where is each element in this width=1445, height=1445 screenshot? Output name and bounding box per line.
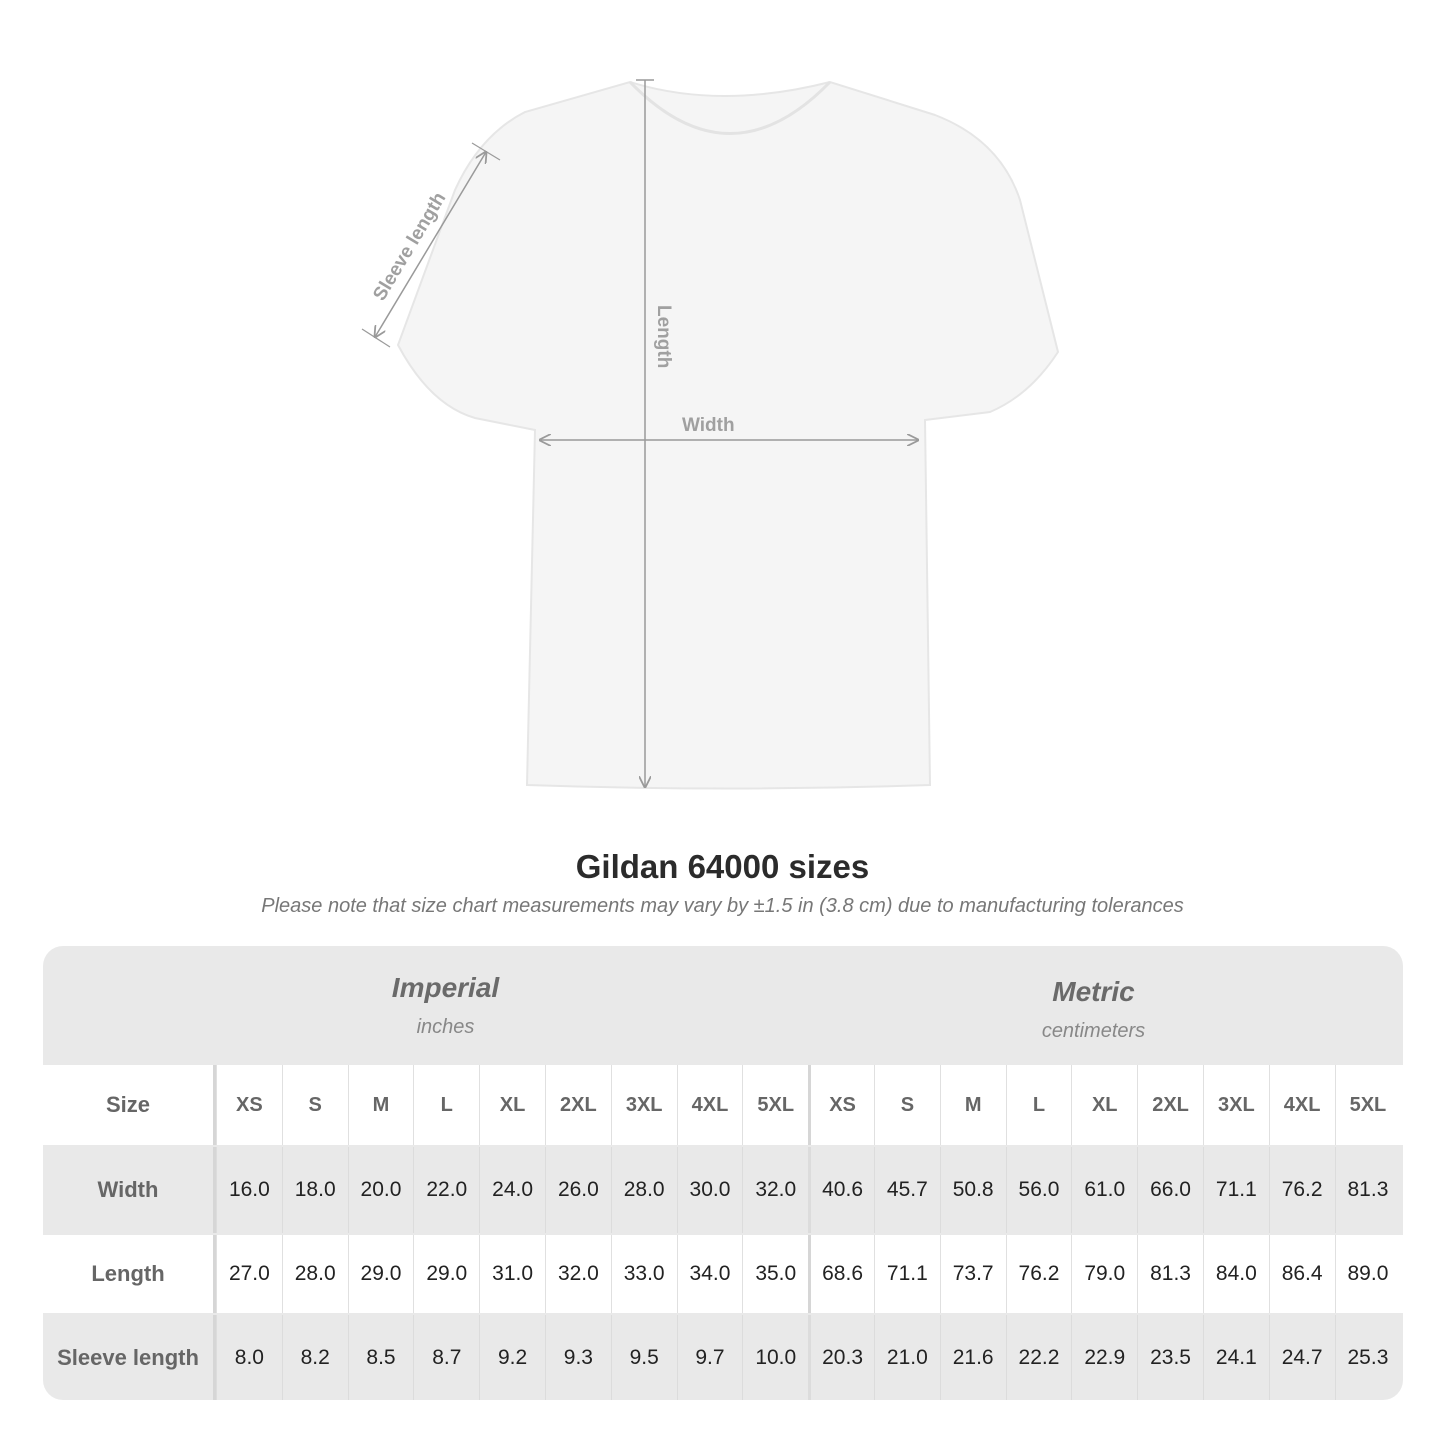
value-cell: 20.0 <box>347 1147 414 1233</box>
table-row: Width 16.0 18.0 20.0 22.0 24.0 26.0 28.0 30.0 32.… <box>43 1147 1403 1233</box>
value-cell: 84.0 <box>1202 1235 1269 1313</box>
value-cell: 76.2 <box>1005 1235 1072 1313</box>
value-cell: 24.0 <box>479 1147 545 1233</box>
value-cell: 32.0 <box>544 1235 611 1313</box>
value-cell: 18.0 <box>281 1147 348 1233</box>
value-cell: 86.4 <box>1268 1235 1335 1313</box>
value-cell: 28.0 <box>610 1147 677 1233</box>
width-label: Width <box>682 415 735 436</box>
size-header-cell: L <box>413 1065 479 1145</box>
length-label: Length <box>653 305 674 368</box>
size-header-cell: S <box>281 1065 348 1145</box>
value-cell: 10.0 <box>742 1315 808 1400</box>
value-cell: 22.2 <box>1005 1315 1072 1400</box>
value-cell: 56.0 <box>1005 1147 1072 1233</box>
value-cell: 33.0 <box>610 1235 677 1313</box>
size-header-cell: XL <box>1071 1065 1137 1145</box>
size-header-cell: 5XL <box>1334 1065 1401 1145</box>
page-title: Gildan 64000 sizes <box>575 848 870 885</box>
value-cell: 76.2 <box>1268 1147 1335 1233</box>
imperial-unit: inches <box>416 1016 475 1038</box>
value-cell: 34.0 <box>676 1235 743 1313</box>
value-cell: 26.0 <box>544 1147 611 1233</box>
size-header-cell: XL <box>479 1065 545 1145</box>
value-cell: 31.0 <box>479 1235 545 1313</box>
table-row: Length 27.0 28.0 29.0 29.0 31.0 32.0 33.0 34.0 35… <box>43 1235 1403 1313</box>
imperial-title: Imperial <box>391 972 500 1003</box>
value-cell: 22.0 <box>413 1147 479 1233</box>
size-header-row: Size XS S M L XL 2XL 3XL 4XL 5XL XS S M L XL 2XL 3XL 4XL 5… <box>43 1065 1403 1145</box>
value-cell: 25.3 <box>1334 1315 1401 1400</box>
value-cell: 27.0 <box>216 1235 282 1313</box>
size-header-cell: 4XL <box>676 1065 743 1145</box>
value-cell: 8.5 <box>347 1315 414 1400</box>
value-cell: 8.2 <box>281 1315 348 1400</box>
size-header-cell: 5XL <box>742 1065 808 1145</box>
row-label: Sleeve length <box>43 1315 216 1400</box>
value-cell: 81.3 <box>1137 1235 1203 1313</box>
table-row: Sleeve length 8.0 8.2 8.5 8.7 9.2 9.3 9.5 9.7 10.… <box>43 1315 1403 1400</box>
value-cell: 45.7 <box>873 1147 940 1233</box>
size-header-cell: 3XL <box>1202 1065 1269 1145</box>
size-header-cell: L <box>1005 1065 1072 1145</box>
imperial-header: Imperial inches <box>323 972 568 1039</box>
metric-unit: centimeters <box>1041 1020 1146 1042</box>
value-cell: 9.7 <box>676 1315 743 1400</box>
size-header-cell: 3XL <box>610 1065 677 1145</box>
value-cell: 66.0 <box>1137 1147 1203 1233</box>
size-header-cell: M <box>939 1065 1006 1145</box>
value-cell: 9.2 <box>479 1315 545 1400</box>
row-label: Size <box>43 1065 216 1145</box>
value-cell: 61.0 <box>1071 1147 1137 1233</box>
value-cell: 40.6 <box>808 1147 874 1233</box>
tshirt-diagram: Sleeve length Length Width <box>361 79 1060 790</box>
value-cell: 24.1 <box>1202 1315 1269 1400</box>
tolerance-note: Please note that size chart measurements… <box>261 895 1184 917</box>
value-cell: 21.0 <box>873 1315 940 1400</box>
size-header-cell: XS <box>808 1065 874 1145</box>
value-cell: 89.0 <box>1334 1235 1401 1313</box>
size-header-cell: 2XL <box>1137 1065 1203 1145</box>
size-header-cell: S <box>873 1065 940 1145</box>
metric-title: Metric <box>1052 976 1135 1007</box>
value-cell: 73.7 <box>939 1235 1006 1313</box>
value-cell: 71.1 <box>1202 1147 1269 1233</box>
value-cell: 22.9 <box>1071 1315 1137 1400</box>
row-label: Width <box>43 1147 216 1233</box>
value-cell: 16.0 <box>216 1147 282 1233</box>
size-table: Imperial inches Metric centimeters Size X… <box>43 946 1403 1400</box>
value-cell: 23.5 <box>1137 1315 1203 1400</box>
value-cell: 9.5 <box>610 1315 677 1400</box>
value-cell: 29.0 <box>347 1235 414 1313</box>
size-header-cell: XS <box>216 1065 282 1145</box>
value-cell: 21.6 <box>939 1315 1006 1400</box>
value-cell: 68.6 <box>808 1235 874 1313</box>
value-cell: 8.7 <box>413 1315 479 1400</box>
value-cell: 32.0 <box>742 1147 808 1233</box>
value-cell: 29.0 <box>413 1235 479 1313</box>
value-cell: 81.3 <box>1334 1147 1401 1233</box>
metric-header: Metric centimeters <box>971 976 1216 1043</box>
size-header-cell: 2XL <box>544 1065 611 1145</box>
size-header-cell: M <box>347 1065 414 1145</box>
value-cell: 79.0 <box>1071 1235 1137 1313</box>
value-cell: 30.0 <box>676 1147 743 1233</box>
size-header-cell: 4XL <box>1268 1065 1335 1145</box>
value-cell: 28.0 <box>281 1235 348 1313</box>
value-cell: 35.0 <box>742 1235 808 1313</box>
value-cell: 50.8 <box>939 1147 1006 1233</box>
row-label: Length <box>43 1235 216 1313</box>
sleeve-line <box>375 152 486 337</box>
value-cell: 8.0 <box>216 1315 282 1400</box>
value-cell: 71.1 <box>873 1235 940 1313</box>
value-cell: 9.3 <box>544 1315 611 1400</box>
value-cell: 24.7 <box>1268 1315 1335 1400</box>
value-cell: 20.3 <box>808 1315 874 1400</box>
